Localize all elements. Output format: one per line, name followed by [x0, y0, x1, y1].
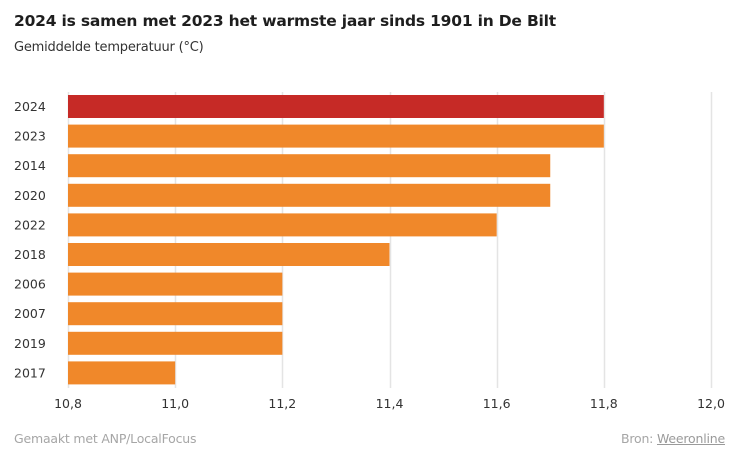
- x-tick-label: 10,8: [54, 396, 82, 411]
- bar-2014[interactable]: [68, 154, 551, 178]
- bar-2022[interactable]: [68, 213, 497, 237]
- bar-2017[interactable]: [68, 361, 176, 385]
- x-tick-label: 12,0: [697, 396, 725, 411]
- chart-title: 2024 is samen met 2023 het warmste jaar …: [14, 12, 556, 30]
- source-attribution: Bron: Weeronline: [621, 431, 725, 446]
- category-label: 2022: [14, 217, 46, 232]
- bar-2023[interactable]: [68, 124, 604, 148]
- bars: [68, 95, 604, 385]
- x-tick-label: 11,4: [376, 396, 404, 411]
- category-label: 2007: [14, 306, 46, 321]
- bar-2020[interactable]: [68, 183, 551, 207]
- category-label: 2018: [14, 247, 46, 262]
- category-labels: 2024 2023 2014 2020 2022 2018 2006 2007 2019 2017: [14, 99, 46, 380]
- bar-2019[interactable]: [68, 331, 283, 355]
- x-tick-label: 11,2: [268, 396, 296, 411]
- category-label: 2019: [14, 336, 46, 351]
- bar-2006[interactable]: [68, 272, 283, 296]
- source-label: Bron:: [620, 431, 654, 446]
- credit-text: Gemaakt met ANP/LocalFocus: [14, 431, 197, 446]
- bar-2007[interactable]: [68, 302, 283, 326]
- source-link[interactable]: Weeronline: [656, 431, 725, 446]
- bar-2024[interactable]: [68, 95, 604, 118]
- x-tick-label: 11,0: [161, 396, 189, 411]
- category-label: 2023: [14, 129, 46, 144]
- x-tick-label: 11,8: [590, 396, 618, 411]
- chart-subtitle: Gemiddelde temperatuur (°C): [14, 40, 204, 55]
- category-label: 2017: [14, 365, 46, 380]
- category-label: 2024: [14, 99, 46, 114]
- category-label: 2014: [14, 158, 46, 173]
- x-tick-label: 11,6: [483, 396, 511, 411]
- category-label: 2020: [14, 188, 46, 203]
- x-axis-tick-labels: 10,8 11,0 11,2 11,4 11,6 11,8 12,0: [54, 396, 725, 411]
- bar-2018[interactable]: [68, 243, 390, 266]
- category-label: 2006: [14, 277, 46, 292]
